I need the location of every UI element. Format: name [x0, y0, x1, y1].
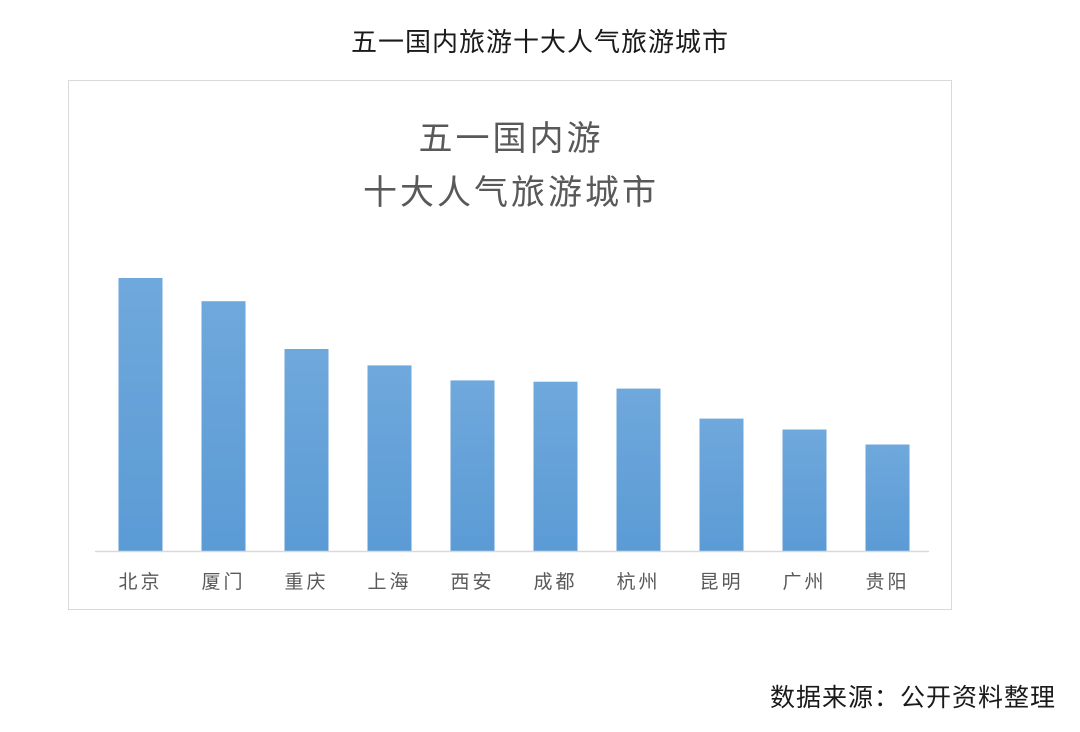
bars-layer [118, 278, 910, 551]
chart-frame: 五一国内游 十大人气旅游城市 北京 厦门 重庆 上海 西安 成都 杭州 昆明 广州 贵阳 [68, 80, 952, 610]
bar-9 [782, 429, 827, 551]
x-tick-label-1: 北京 [118, 571, 162, 593]
x-tick-label-5: 西安 [450, 571, 494, 593]
x-tick-label-2: 厦门 [201, 571, 245, 593]
page-title: 五一国内旅游十大人气旅游城市 [350, 28, 729, 58]
bar-6 [533, 381, 578, 551]
x-tick-label-3: 重庆 [284, 571, 328, 593]
bar-1 [118, 278, 163, 551]
bar-4 [367, 365, 412, 551]
x-tick-label-8: 昆明 [699, 571, 743, 593]
x-tick-label-6: 成都 [533, 571, 577, 593]
bar-10 [865, 444, 910, 551]
bar-8 [699, 418, 744, 551]
chart-title-line-2: 十大人气旅游城市 [363, 173, 659, 213]
bar-5 [450, 380, 495, 551]
x-tick-label-10: 贵阳 [865, 571, 909, 593]
x-tick-labels: 北京 厦门 重庆 上海 西安 成都 杭州 昆明 广州 贵阳 [118, 571, 909, 593]
x-tick-label-7: 杭州 [616, 571, 660, 593]
bar-7 [616, 388, 661, 551]
source-note: 数据来源：公开资料整理 [769, 683, 1056, 712]
chart-title-line-1: 五一国内游 [418, 119, 604, 159]
bar-2 [201, 301, 246, 551]
bar-chart: 北京 厦门 重庆 上海 西安 成都 杭州 昆明 广州 贵阳 [95, 278, 929, 593]
x-tick-label-9: 广州 [782, 571, 826, 593]
bar-3 [284, 349, 329, 551]
x-tick-label-4: 上海 [367, 571, 411, 593]
